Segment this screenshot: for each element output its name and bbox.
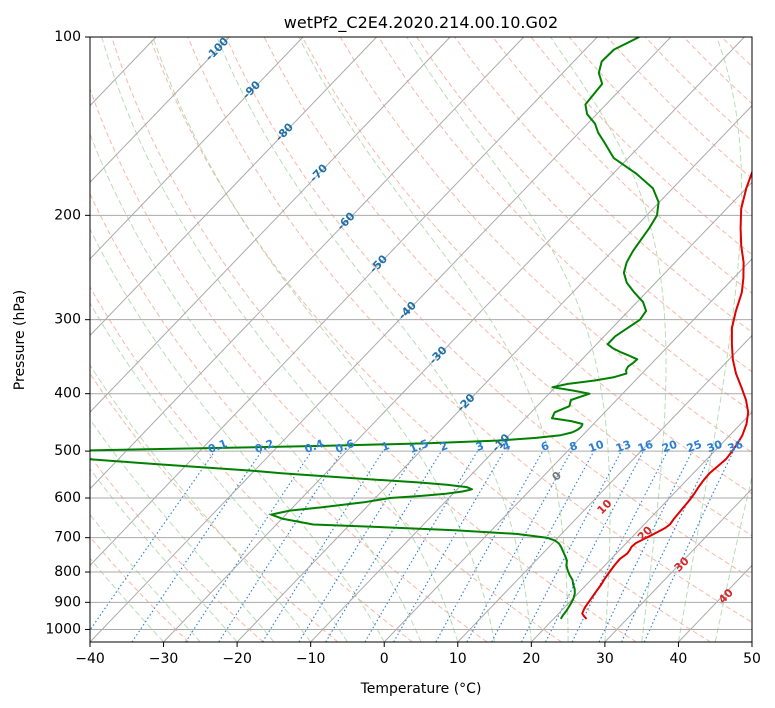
- moist-adiabat: [90, 227, 385, 642]
- mixing-ratio-label: 0.6: [334, 437, 357, 456]
- mixing-ratio-line: [90, 450, 216, 632]
- isotherm-line: [90, 37, 377, 337]
- y-tick-label: 400: [54, 386, 81, 402]
- mixing-ratio-label: 2: [438, 439, 450, 454]
- mixing-ratio-line: [571, 450, 669, 642]
- mixing-ratio-label: 6: [539, 439, 551, 454]
- mixing-ratio-label: 0.4: [303, 437, 326, 456]
- moist-adiabat: [216, 37, 532, 642]
- y-tick-label: 500: [54, 443, 81, 459]
- mixing-ratio-line: [185, 450, 313, 642]
- dry-adiabat: [90, 192, 488, 642]
- isotherm-line: [90, 37, 304, 260]
- mixing-ratio-line: [131, 450, 263, 642]
- dry-adiabat: [90, 372, 339, 642]
- dry-adiabat: [339, 37, 752, 454]
- moist-adiabat: [298, 37, 569, 642]
- mixing-ratio-label: 16: [636, 438, 655, 456]
- isotherm-line: [90, 37, 672, 642]
- x-tick-label: −10: [296, 651, 326, 667]
- dry-adiabat: [416, 37, 752, 373]
- mixing-ratio-label: 20: [660, 438, 679, 456]
- moist-adiabat: [406, 37, 611, 642]
- x-tick-label: −30: [149, 651, 179, 667]
- dry-adiabat: [90, 87, 562, 642]
- series-layer: [90, 37, 752, 620]
- y-tick-label: 700: [54, 530, 81, 546]
- mixing-ratio-line: [218, 450, 343, 642]
- moist-adiabat: [152, 37, 496, 642]
- mixing-ratio-label: 8: [568, 439, 580, 454]
- x-tick-label: 40: [670, 651, 688, 667]
- isotherm-line: [236, 104, 752, 642]
- plot-frame: [89, 36, 753, 643]
- moist-adiabat: [101, 37, 459, 642]
- y-tick-label: 200: [54, 207, 81, 223]
- moist-adiabat: [90, 513, 201, 642]
- x-axis-label: Temperature (°C): [360, 681, 482, 697]
- y-tick-label: 1000: [45, 621, 81, 637]
- x-tick-label: −40: [75, 651, 105, 667]
- dry-adiabat: [454, 37, 752, 333]
- mixing-ratio-label: 0.1: [206, 437, 229, 456]
- moist-adiabat: [90, 132, 422, 642]
- axes: −40 −30 −20 −10 0 10 20 30 40 5010020030040050060…: [45, 29, 761, 667]
- isotherm-line: [310, 181, 752, 642]
- x-tick-label: 10: [449, 651, 467, 667]
- mixing-ratio-label: 10: [587, 438, 606, 456]
- isotherm-line: [90, 37, 451, 413]
- mixing-ratio-label: 13: [614, 438, 633, 455]
- y-tick-label: 600: [54, 490, 81, 506]
- x-tick-label: −20: [222, 651, 252, 667]
- dry-adiabat: [225, 37, 752, 580]
- moist-adiabat: [677, 37, 743, 642]
- mixing-ratio-line: [325, 450, 442, 642]
- dry-adiabat: [187, 37, 752, 623]
- y-tick-label: 100: [54, 29, 81, 45]
- mixing-ratio-line: [435, 450, 544, 642]
- isotherm-line: [604, 488, 752, 642]
- dewpoint-line: [90, 37, 660, 620]
- y-axis-label: Pressure (hPa): [12, 290, 28, 390]
- isotherm-line: [90, 37, 525, 490]
- moist-adiabat: [90, 364, 312, 642]
- mixing-ratio-label: 0.2: [253, 437, 276, 456]
- y-tick-label: 900: [54, 594, 81, 610]
- mixing-ratio-label: 30: [705, 438, 724, 456]
- mixing-ratio-label: 3: [474, 439, 486, 454]
- mixing-ratio-label: 36: [726, 438, 745, 456]
- mixing-ratio-line: [298, 450, 418, 642]
- mixing-ratio-line: [466, 450, 572, 642]
- y-tick-label: 300: [54, 312, 81, 328]
- dry-adiabat: [90, 536, 189, 642]
- moist-adiabat: [90, 557, 164, 642]
- temperature-line: [581, 169, 752, 620]
- moist-adiabat: [90, 302, 348, 642]
- moist-adiabat: [90, 468, 238, 642]
- isotherm-line: [163, 37, 745, 642]
- moist-adiabat: [90, 418, 275, 642]
- isotherm-line: [90, 37, 230, 183]
- isotherm-line: [383, 258, 752, 642]
- isotherm-line: [530, 411, 752, 642]
- moist-adiabat: [714, 474, 752, 642]
- mixing-ratio-label: 25: [685, 438, 704, 455]
- moist-adiabat: [550, 37, 667, 642]
- x-tick-label: 20: [522, 651, 540, 667]
- grid-lines: [90, 37, 752, 642]
- x-tick-label: 0: [380, 651, 389, 667]
- y-tick-label: 800: [54, 564, 81, 580]
- isotherm-line: [90, 37, 598, 567]
- mixing-ratio-label: 1.5: [408, 437, 431, 456]
- x-tick-label: 50: [743, 651, 761, 667]
- mixing-ratio-line: [262, 450, 384, 642]
- chart-title: wetPf2_C2E4.2020.214.00.10.G02: [284, 13, 558, 33]
- mixing-ratio-label: 4: [501, 439, 513, 454]
- mixing-ratio-label: 1: [380, 439, 392, 454]
- x-tick-label: 30: [596, 651, 614, 667]
